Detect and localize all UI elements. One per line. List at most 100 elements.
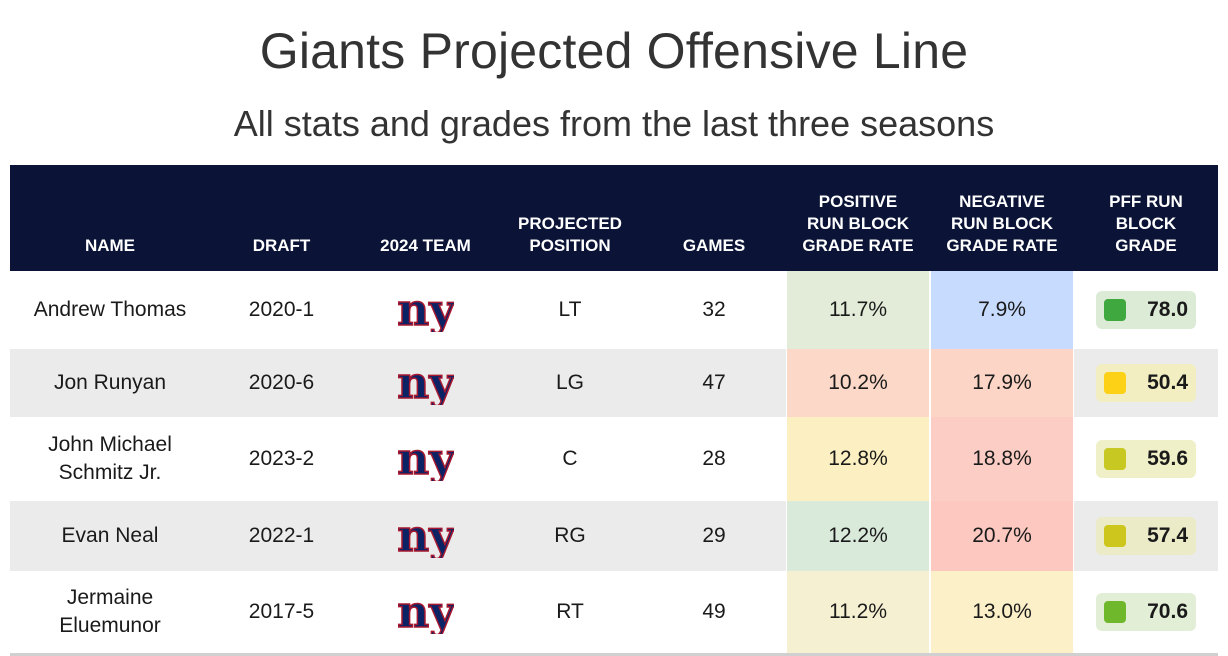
col-header-games[interactable]: GAMES	[642, 165, 786, 271]
grade-badge: 57.4	[1096, 517, 1196, 555]
player-name: Evan Neal	[10, 501, 210, 571]
positive-grade-rate-value: 12.8%	[787, 417, 929, 501]
logo-text: ny	[398, 288, 454, 332]
grade-value: 57.4	[1147, 524, 1188, 547]
positive-grade-rate-value: 11.7%	[787, 271, 929, 349]
draft-cell: 2017-5	[210, 571, 353, 656]
player-name: Jermaine Eluemunor	[10, 571, 210, 656]
col-header-grade[interactable]: PFF RUN BLOCK GRADE	[1074, 165, 1218, 271]
positive-grade-rate-value: 11.2%	[787, 571, 929, 653]
offensive-line-table: NAME DRAFT 2024 TEAM PROJECTED POSITION …	[10, 165, 1218, 656]
player-name-line: Jermaine	[66, 586, 154, 609]
positive-grade-rate-cell: 11.7%	[786, 271, 930, 349]
negative-grade-rate-value: 7.9%	[931, 271, 1073, 349]
games-cell: 49	[642, 571, 786, 656]
player-name-line: Jon Runyan	[53, 371, 167, 394]
table-row[interactable]: Andrew Thomas 2020-1 ny LT 32 11.7% 7.9%…	[10, 271, 1218, 349]
logo-text: ny	[398, 514, 454, 558]
pff-grade-cell: 50.4	[1074, 349, 1218, 417]
draft-cell: 2020-1	[248, 298, 315, 321]
page-title: Giants Projected Offensive Line	[259, 23, 969, 79]
col-header-name[interactable]: NAME	[10, 165, 210, 271]
games-cell: 28	[702, 447, 726, 470]
col-header-positive[interactable]: POSITIVE RUN BLOCK GRADE RATE	[786, 165, 930, 271]
positive-grade-rate-cell: 11.2%	[786, 571, 930, 656]
grade-color-indicator	[1104, 601, 1126, 623]
positive-grade-rate-value: 12.2%	[787, 501, 929, 571]
position-cell: LG	[498, 349, 642, 417]
pff-grade-cell: 57.4	[1074, 501, 1218, 571]
grade-value: 78.0	[1147, 298, 1188, 321]
col-header-team[interactable]: 2024 TEAM	[353, 165, 498, 271]
player-name: Jon Runyan	[10, 349, 210, 417]
team-cell: ny	[353, 501, 498, 571]
col-header-positive-line: POSITIVE	[818, 192, 898, 211]
team-cell: ny	[353, 417, 498, 501]
position-cell: LT	[558, 298, 582, 321]
ny-giants-logo-icon: ny	[398, 590, 454, 634]
pff-grade-cell: 70.6	[1074, 571, 1218, 656]
grade-value: 70.6	[1147, 600, 1188, 623]
ny-giants-logo-icon: ny	[398, 514, 454, 558]
page-subtitle: All stats and grades from the last three…	[233, 103, 995, 144]
col-header-negative-line: RUN BLOCK	[951, 214, 1053, 233]
grade-badge: 59.6	[1096, 440, 1196, 478]
positive-grade-rate-value: 10.2%	[787, 349, 929, 417]
negative-grade-rate-cell: 17.9%	[930, 349, 1074, 417]
header-row: NAME DRAFT 2024 TEAM PROJECTED POSITION …	[10, 165, 1218, 271]
table-row[interactable]: Jermaine Eluemunor 2017-5 ny RT 49 11.2% …	[10, 571, 1218, 656]
col-header-grade-line: GRADE	[1115, 236, 1177, 255]
team-cell: ny	[353, 271, 498, 349]
col-header-position-line: PROJECTED	[518, 214, 622, 233]
games-cell: 47	[642, 349, 786, 417]
negative-grade-rate-value: 13.0%	[931, 571, 1073, 653]
grade-value: 50.4	[1147, 371, 1188, 394]
grade-color-indicator	[1104, 299, 1126, 321]
col-header-negative-line: GRADE RATE	[946, 236, 1058, 255]
player-name: Andrew Thomas	[10, 271, 210, 349]
player-name: John Michael Schmitz Jr.	[10, 417, 210, 501]
positive-grade-rate-cell: 10.2%	[786, 349, 930, 417]
draft-cell: 2023-2	[248, 447, 315, 470]
ny-giants-logo-icon: ny	[398, 361, 454, 405]
ny-giants-logo-icon: ny	[398, 437, 454, 481]
logo-text: ny	[398, 437, 454, 481]
negative-grade-rate-cell: 13.0%	[930, 571, 1074, 656]
col-header-draft[interactable]: DRAFT	[210, 165, 353, 271]
pff-grade-cell: 78.0	[1074, 271, 1218, 349]
grade-badge: 50.4	[1096, 364, 1196, 402]
position-cell: RG	[498, 501, 642, 571]
table-row[interactable]: Evan Neal 2022-1 ny RG 29 12.2% 20.7% 57…	[10, 501, 1218, 571]
position-cell: RT	[498, 571, 642, 656]
negative-grade-rate-value: 17.9%	[931, 349, 1073, 417]
games-cell: 29	[642, 501, 786, 571]
col-header-grade-line: PFF RUN	[1109, 192, 1183, 211]
grade-color-indicator	[1104, 448, 1126, 470]
grade-badge: 70.6	[1096, 593, 1196, 631]
table-row[interactable]: Jon Runyan 2020-6 ny LG 47 10.2% 17.9% 5…	[10, 349, 1218, 417]
grade-badge: 78.0	[1096, 291, 1196, 329]
table-row[interactable]: John Michael Schmitz Jr. 2023-2 ny C 28 1…	[10, 417, 1218, 501]
games-cell: 32	[702, 298, 726, 321]
negative-grade-rate-cell: 20.7%	[930, 501, 1074, 571]
draft-cell: 2020-6	[210, 349, 353, 417]
team-cell: ny	[353, 349, 498, 417]
negative-grade-rate-cell: 18.8%	[930, 417, 1074, 501]
draft-cell: 2022-1	[210, 501, 353, 571]
col-header-position[interactable]: PROJECTED POSITION	[498, 165, 642, 271]
position-cell: C	[562, 447, 578, 470]
negative-grade-rate-cell: 7.9%	[930, 271, 1074, 349]
col-header-positive-line: RUN BLOCK	[807, 214, 909, 233]
pff-grade-cell: 59.6	[1074, 417, 1218, 501]
positive-grade-rate-cell: 12.2%	[786, 501, 930, 571]
player-name-line: Schmitz Jr.	[58, 461, 162, 484]
col-header-negative-line: NEGATIVE	[959, 192, 1045, 211]
player-name-line: Andrew Thomas	[33, 298, 187, 321]
negative-grade-rate-value: 20.7%	[931, 501, 1073, 571]
ny-giants-logo-icon: ny	[398, 288, 454, 332]
team-cell: ny	[353, 571, 498, 656]
col-header-negative[interactable]: NEGATIVE RUN BLOCK GRADE RATE	[930, 165, 1074, 271]
logo-text: ny	[398, 590, 454, 634]
col-header-grade-line: BLOCK	[1115, 214, 1177, 233]
col-header-positive-line: GRADE RATE	[802, 236, 914, 255]
